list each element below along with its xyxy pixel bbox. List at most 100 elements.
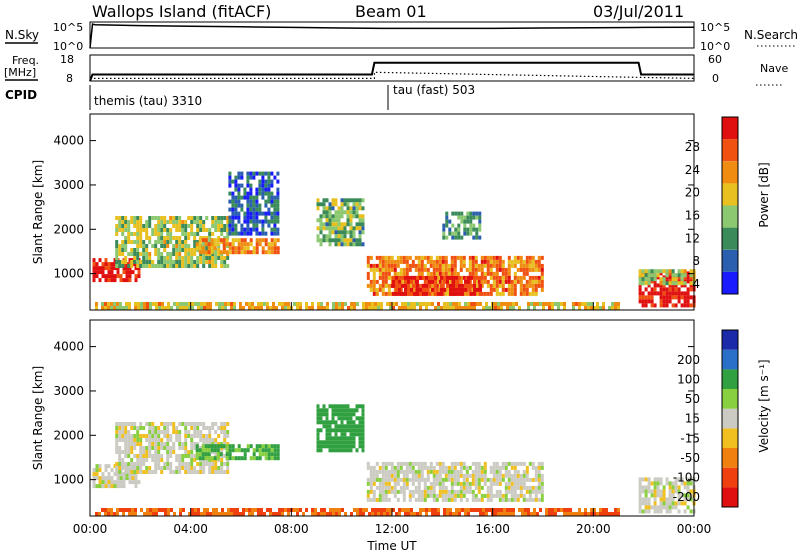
power-cell bbox=[361, 214, 365, 219]
velocity-cell bbox=[528, 485, 532, 490]
power-cell bbox=[219, 238, 223, 243]
velocity-cell bbox=[325, 412, 329, 417]
power-cell bbox=[671, 295, 675, 300]
velocity-cell bbox=[340, 436, 344, 441]
power-cell bbox=[193, 260, 197, 264]
power-cell bbox=[431, 275, 434, 280]
power-cell bbox=[498, 291, 502, 296]
velocity-cell bbox=[531, 497, 535, 502]
velocity-cell bbox=[537, 489, 541, 494]
power-cell bbox=[242, 306, 245, 310]
power-cell bbox=[270, 179, 274, 184]
power-cell bbox=[224, 302, 227, 306]
power-cell bbox=[384, 275, 388, 280]
power-cell bbox=[408, 283, 412, 288]
power-cell bbox=[157, 248, 161, 252]
velocity-cell bbox=[196, 470, 200, 474]
power-cell bbox=[358, 234, 362, 239]
power-cell bbox=[419, 302, 422, 306]
velocity-cell bbox=[151, 426, 155, 430]
velocity-cell bbox=[200, 512, 203, 516]
velocity-cell bbox=[115, 442, 119, 446]
power-cell bbox=[181, 232, 185, 236]
power-cell bbox=[255, 227, 259, 232]
power-cell bbox=[455, 291, 458, 296]
power-cell bbox=[384, 263, 388, 268]
power-cell bbox=[358, 218, 362, 223]
power-cell bbox=[220, 260, 224, 264]
velocity-cell bbox=[456, 469, 460, 474]
power-cell bbox=[248, 302, 251, 306]
velocity-cell bbox=[148, 454, 152, 458]
power-cell bbox=[474, 271, 478, 276]
power-cell bbox=[121, 264, 125, 268]
velocity-cell bbox=[188, 512, 191, 516]
power-cell bbox=[419, 291, 422, 296]
velocity-cell bbox=[398, 512, 401, 516]
power-cell bbox=[440, 283, 443, 288]
velocity-cell bbox=[402, 489, 406, 494]
power-cell bbox=[172, 252, 176, 256]
colorbar-swatch bbox=[722, 161, 738, 184]
velocity-cell bbox=[122, 508, 125, 512]
velocity-cell bbox=[656, 481, 660, 486]
velocity-cell bbox=[414, 497, 418, 502]
power-cell bbox=[328, 210, 332, 215]
velocity-cell bbox=[134, 476, 138, 481]
power-cell bbox=[139, 260, 143, 264]
power-cell bbox=[471, 267, 475, 272]
power-cell bbox=[178, 216, 182, 220]
power-cell bbox=[237, 187, 241, 192]
power-cell bbox=[246, 219, 250, 224]
velocity-cell bbox=[641, 489, 645, 494]
power-cell bbox=[334, 198, 338, 203]
velocity-cell bbox=[501, 473, 505, 478]
velocity-cell bbox=[411, 477, 415, 482]
velocity-cell bbox=[647, 505, 651, 510]
power-cell bbox=[118, 244, 122, 248]
velocity-cell bbox=[328, 448, 332, 453]
power-cell bbox=[410, 275, 413, 280]
velocity-cell bbox=[617, 512, 620, 516]
velocity-cell bbox=[516, 485, 520, 490]
velocity-cell bbox=[148, 422, 152, 426]
power-cell bbox=[167, 302, 170, 306]
velocity-cell bbox=[377, 512, 380, 516]
velocity-cell bbox=[236, 508, 239, 512]
power-cell bbox=[387, 271, 391, 276]
power-cell bbox=[513, 279, 517, 284]
velocity-cell bbox=[349, 416, 353, 421]
power-cell bbox=[145, 252, 149, 256]
power-cell bbox=[365, 302, 368, 306]
power-cell bbox=[372, 271, 376, 276]
colorbar-swatch bbox=[722, 183, 738, 206]
velocity-cell bbox=[361, 444, 365, 449]
velocity-cell bbox=[187, 454, 191, 458]
velocity-cell bbox=[220, 450, 224, 454]
velocity-cell bbox=[116, 508, 119, 512]
power-cell bbox=[441, 271, 445, 276]
velocity-cell bbox=[647, 489, 651, 494]
velocity-cell bbox=[157, 466, 161, 470]
power-cell bbox=[261, 187, 265, 192]
velocity-cell bbox=[202, 466, 206, 470]
velocity-cell bbox=[214, 442, 218, 446]
velocity-cell bbox=[417, 461, 421, 466]
power-cell bbox=[225, 242, 229, 247]
velocity-cell bbox=[196, 462, 200, 466]
velocity-cell bbox=[459, 489, 463, 494]
power-cell bbox=[249, 238, 253, 243]
power-cell bbox=[207, 246, 211, 251]
velocity-cell bbox=[408, 493, 412, 498]
velocity-cell bbox=[432, 465, 436, 470]
power-cell bbox=[450, 267, 454, 272]
power-cell bbox=[218, 302, 221, 306]
velocity-cell bbox=[459, 461, 463, 466]
power-cell bbox=[346, 206, 350, 211]
power-cell bbox=[407, 287, 410, 292]
velocity-cell bbox=[548, 508, 551, 512]
power-cell bbox=[677, 295, 681, 300]
power-cell bbox=[665, 269, 669, 274]
velocity-cell bbox=[325, 428, 329, 433]
velocity-cell bbox=[480, 465, 484, 470]
